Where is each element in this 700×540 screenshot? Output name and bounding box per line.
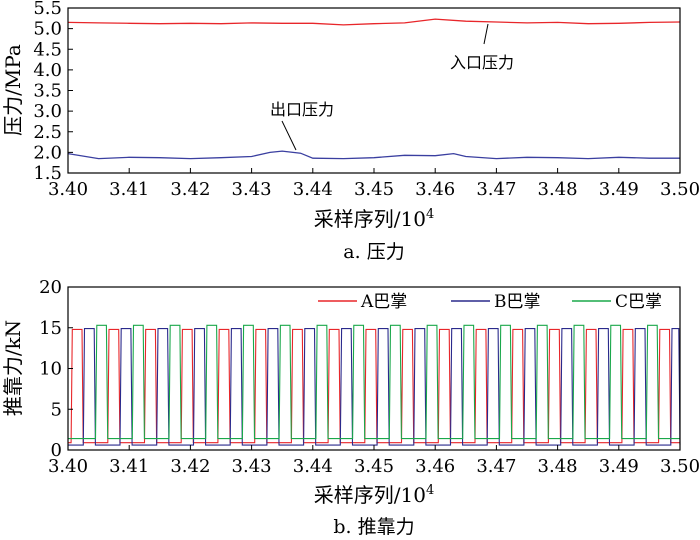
force-y-tick-label: 20	[39, 277, 62, 298]
outlet-pressure-line	[67, 150, 680, 160]
pressure-x-tick-label: 3.45	[354, 179, 394, 200]
pressure-x-tick-label: 3.47	[476, 179, 516, 200]
force-x-tick-label: 3.40	[48, 456, 88, 477]
pressure-plot-frame	[67, 7, 681, 174]
legend-item-b: B巴掌	[451, 292, 541, 312]
pressure-y-tick-label: 5.0	[33, 19, 62, 40]
outlet-annotation: 出口压力	[270, 100, 334, 119]
force-y-tick-label: 0	[51, 440, 62, 461]
force-caption: b. 推靠力	[333, 516, 414, 538]
force-x-ticks: 3.40 3.41 3.42 3.43 3.44 3.45 3.46 3.47 3.48 3.49…	[48, 445, 700, 477]
pressure-series-group	[67, 18, 681, 160]
force-x-tick-label: 3.46	[415, 456, 455, 477]
force-y-tick-label: 15	[39, 318, 62, 339]
legend-label-a: A巴掌	[360, 292, 407, 312]
force-y-ticks: 0 5 10 15 20	[39, 277, 73, 461]
pressure-x-tick-label: 3.42	[170, 179, 210, 200]
pressure-x-tick-label: 3.43	[232, 179, 272, 200]
pressure-y-tick-label: 2.0	[33, 142, 62, 163]
pressure-y-tick-label: 1.5	[33, 163, 62, 184]
force-y-tick-label: 5	[51, 399, 62, 420]
pressure-x-tick-label: 3.44	[293, 179, 333, 200]
inlet-annotation: 入口压力	[450, 53, 514, 72]
pressure-x-tick-label: 3.41	[109, 179, 149, 200]
pressure-x-tick-label: 3.49	[599, 179, 639, 200]
force-x-tick-label: 3.42	[170, 456, 210, 477]
shoe-c-force-line	[68, 324, 680, 440]
pressure-y-tick-label: 3.5	[33, 81, 62, 102]
legend-label-c: C巴掌	[615, 292, 662, 312]
legend-item-c: C巴掌	[572, 292, 662, 312]
pressure-x-axis-label: 采样序列/104	[314, 207, 434, 231]
pressure-y-tick-label: 3.0	[33, 101, 62, 122]
force-series-group	[68, 324, 681, 446]
pressure-y-tick-label: 4.5	[33, 39, 62, 60]
force-x-axis-label-exponent: 4	[426, 483, 434, 498]
legend-item-a: A巴掌	[318, 292, 407, 312]
legend-label-b: B巴掌	[494, 292, 541, 312]
force-x-tick-label: 3.47	[476, 456, 516, 477]
force-legend: A巴掌 B巴掌 C巴掌	[318, 292, 662, 312]
shoe-b-force-line	[68, 328, 681, 446]
force-x-tick-label: 3.44	[293, 456, 333, 477]
pressure-x-axis-label-base: 采样序列/10	[314, 207, 426, 231]
pressure-x-tick-label: 3.40	[48, 179, 88, 200]
force-x-tick-label: 3.41	[109, 456, 149, 477]
force-x-axis-label-base: 采样序列/10	[314, 483, 426, 507]
force-y-tick-label: 10	[39, 359, 62, 380]
force-x-tick-label: 3.49	[599, 456, 639, 477]
force-x-tick-label: 3.45	[354, 456, 394, 477]
pressure-x-ticks: 3.40 3.41 3.42 3.43 3.44 3.45 3.46 3.47 3.48 3.49…	[48, 168, 700, 200]
inlet-pressure-line	[67, 18, 681, 26]
shoe-a-force-line	[68, 328, 680, 444]
force-x-axis-label: 采样序列/104	[314, 483, 434, 507]
pressure-x-tick-label: 3.46	[415, 179, 455, 200]
inlet-annotation-leader	[483, 23, 489, 45]
pressure-y-tick-label: 4.0	[33, 60, 62, 81]
pressure-caption: a. 压力	[343, 241, 404, 263]
force-y-axis-label: 推靠力/kN	[1, 320, 25, 416]
force-x-tick-label: 3.48	[538, 456, 578, 477]
pressure-x-tick-label: 3.48	[538, 179, 578, 200]
outlet-annotation-leader	[281, 120, 297, 151]
pressure-y-axis-label: 压力/MPa	[1, 44, 25, 136]
force-x-tick-label: 3.43	[232, 456, 272, 477]
pressure-y-tick-label: 5.5	[33, 0, 62, 19]
pressure-y-ticks: 1.52.02.53.03.54.04.55.05.5	[33, 0, 73, 184]
pressure-y-tick-label: 2.5	[33, 122, 62, 143]
pressure-x-tick-label: 3.50	[660, 179, 700, 200]
force-x-tick-label: 3.50	[660, 456, 700, 477]
pressure-x-axis-label-exponent: 4	[426, 207, 434, 222]
chart-pressure: 1.52.02.53.03.54.04.55.05.5 3.40 3.41 3.42…	[1, 0, 700, 263]
